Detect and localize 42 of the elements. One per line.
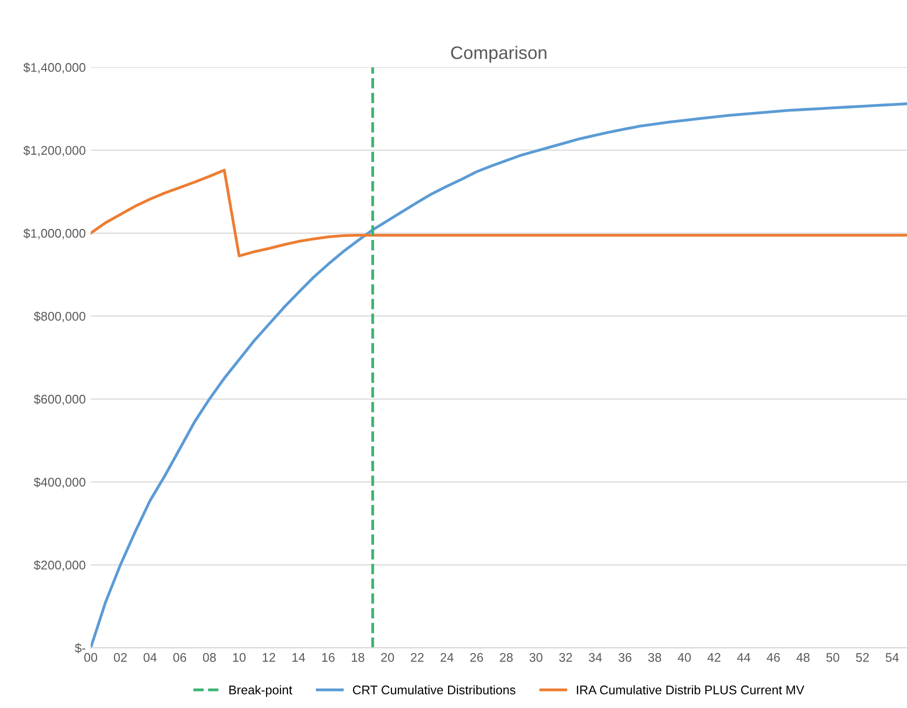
x-tick-label: 22 (410, 653, 424, 662)
x-tick-label: 30 (529, 653, 542, 662)
x-tick-label: 12 (262, 653, 276, 662)
y-tick-label: $1,200,000 (23, 145, 86, 156)
y-tick-label: $200,000 (34, 560, 86, 572)
x-tick-label: 38 (648, 653, 662, 662)
x-tick-label: 44 (737, 653, 750, 662)
x-tick-label: 04 (144, 653, 157, 662)
x-tick-label: 28 (500, 653, 513, 662)
x-tick-label: 18 (352, 653, 364, 662)
x-tick-label: 24 (440, 653, 454, 662)
x-tick-label: 34 (588, 653, 602, 662)
x-tick-label: 40 (678, 653, 691, 662)
x-tick-label: 50 (826, 653, 840, 662)
legend-label: IRA Cumulative Distrib PLUS Current MV (576, 685, 804, 694)
x-tick-label: 08 (202, 653, 216, 662)
x-tick-label: 54 (886, 653, 899, 662)
x-tick-label: 06 (173, 653, 186, 662)
x-tick-label: 10 (233, 653, 246, 662)
x-tick-label: 36 (618, 653, 632, 662)
legend-label: CRT Cumulative Distributions (352, 685, 516, 694)
x-tick-label: 52 (856, 653, 869, 662)
x-tick-label: 46 (766, 653, 780, 662)
line-series (90, 168, 907, 258)
y-tick-label: $1,400,000 (23, 62, 86, 74)
chart-title: Comparison (451, 46, 546, 63)
x-tick-label: 02 (114, 653, 127, 662)
x-tick-label: 20 (381, 653, 394, 662)
x-tick-label: 00 (84, 653, 98, 662)
legend-label: Break-point (229, 685, 292, 697)
y-tick-label: $1,000,000 (23, 228, 86, 240)
x-tick-label: 16 (322, 653, 335, 662)
y-tick-label: $600,000 (34, 394, 86, 406)
y-tick-label: $400,000 (34, 477, 86, 488)
x-tick-label: 26 (470, 653, 483, 662)
x-tick-label: 32 (559, 653, 572, 662)
x-tick-label: 42 (707, 653, 720, 662)
x-tick-label: 48 (796, 653, 810, 662)
x-tick-label: 14 (292, 653, 306, 662)
y-tick-label: $800,000 (34, 311, 86, 322)
line-series (90, 102, 907, 648)
y-tick-label: $- (74, 643, 86, 654)
